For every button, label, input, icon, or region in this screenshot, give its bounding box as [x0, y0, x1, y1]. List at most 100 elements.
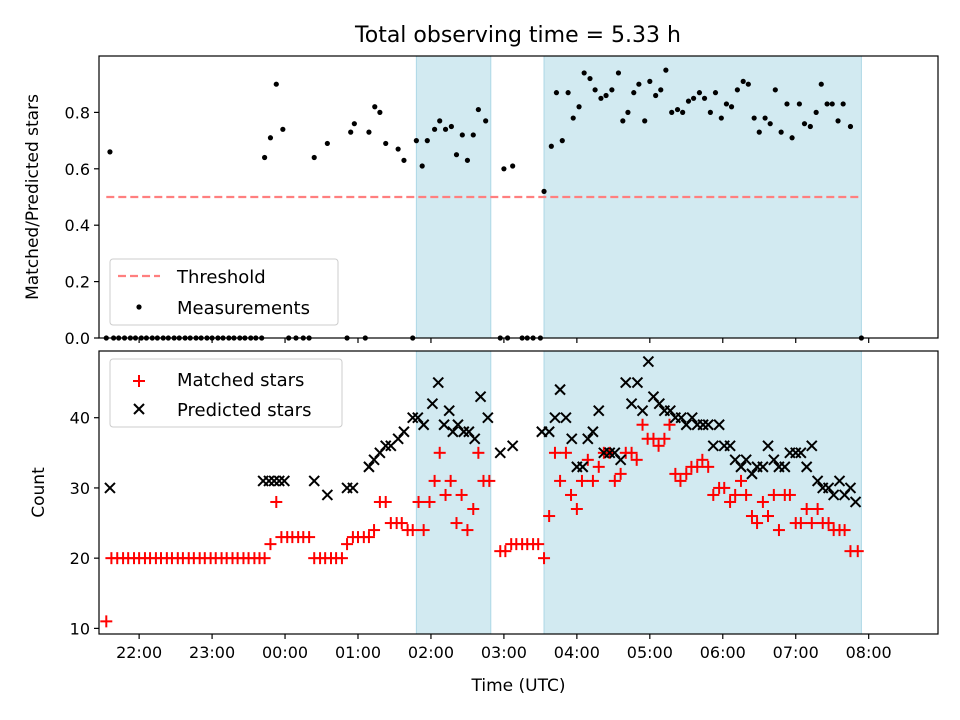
marker-stroke — [363, 461, 375, 473]
predicted-star-marker — [458, 426, 470, 438]
y-tick-label: 0.2 — [65, 273, 90, 292]
x-tick-label: 05:00 — [627, 643, 673, 662]
marker-stroke — [566, 433, 578, 445]
measurement-point — [615, 70, 622, 76]
matched-star-marker — [428, 474, 441, 487]
predicted-star-marker — [779, 461, 791, 473]
matched-star-marker — [379, 495, 392, 508]
measurement-point — [620, 118, 626, 124]
x-tick-label: 02:00 — [408, 643, 454, 662]
measurement-point — [541, 188, 547, 194]
predicted-star-marker — [506, 440, 519, 452]
ratio-y-axis-label: Matched/Predicted stars — [23, 94, 43, 300]
predicted-star-marker — [636, 404, 649, 417]
predicted-star-marker — [790, 447, 802, 459]
measurement-point — [653, 92, 659, 99]
predicted-star-marker — [321, 489, 334, 501]
matched-star-marker — [581, 453, 594, 466]
measurement-point — [262, 154, 268, 161]
measurement-point — [796, 101, 802, 107]
matched-star-marker — [691, 460, 704, 473]
predicted-star-marker — [554, 383, 566, 396]
matched-star-marker — [575, 474, 588, 487]
measurement-point — [740, 78, 746, 84]
matched-star-marker — [762, 510, 775, 523]
matched-star-marker — [652, 439, 665, 452]
marker-stroke — [849, 496, 862, 508]
matched-star-marker — [740, 488, 753, 501]
measurement-point — [603, 92, 609, 99]
measurement-point — [712, 90, 719, 96]
measurement-point — [707, 109, 713, 115]
predicted-star-marker — [707, 440, 720, 452]
predicted-star-marker — [549, 412, 561, 424]
marker-stroke — [321, 489, 334, 501]
marker-stroke — [614, 454, 627, 466]
predicted-star-marker — [104, 482, 116, 494]
marker-stroke — [407, 412, 419, 424]
measurement-point — [636, 81, 642, 87]
matched-star-marker — [100, 615, 113, 628]
matched-star-marker — [586, 474, 599, 487]
measurement-point — [475, 106, 481, 113]
matched-star-marker — [543, 510, 556, 523]
marker-stroke — [686, 412, 698, 424]
measurement-point — [419, 163, 425, 169]
matched-star-marker — [362, 531, 375, 544]
measurement-point — [840, 101, 846, 107]
matched-star-marker — [483, 474, 496, 487]
measurement-point — [801, 121, 808, 127]
marker-stroke — [768, 454, 780, 466]
marker-stroke — [702, 419, 714, 431]
measurement-point — [581, 70, 587, 76]
marker-stroke — [795, 447, 807, 459]
measurement-point — [631, 90, 637, 96]
measurement-point — [745, 81, 751, 87]
measurement-point — [734, 87, 740, 93]
measurement-point — [432, 126, 438, 132]
matched-star-marker — [767, 488, 780, 501]
marker-stroke — [822, 482, 835, 494]
predicted-star-marker — [768, 454, 780, 466]
marker-stroke — [664, 404, 676, 417]
marker-stroke — [713, 419, 725, 431]
marker-stroke — [308, 475, 320, 487]
plot-frame — [98, 350, 939, 635]
predicted-star-marker — [740, 454, 752, 466]
marker-stroke — [790, 447, 802, 459]
matched-star-marker — [554, 474, 567, 487]
matched-star-marker — [696, 453, 709, 466]
matched-legend-swatch — [133, 375, 145, 387]
marker-stroke — [827, 489, 840, 501]
measurement-point — [366, 129, 372, 135]
y-tick-label: 30 — [70, 479, 90, 498]
predicted-star-marker — [407, 412, 419, 424]
matched-star-marker — [718, 481, 731, 494]
matched-star-marker — [625, 446, 638, 459]
predicted-star-marker — [800, 461, 813, 473]
predicted-star-marker — [806, 440, 818, 452]
marker-stroke — [636, 404, 649, 417]
predicted-star-marker — [664, 404, 676, 417]
marker-stroke — [609, 447, 621, 459]
predicted-star-marker — [443, 404, 455, 417]
predicted-star-marker — [347, 482, 359, 494]
matched-star-marker — [467, 503, 480, 516]
y-tick-label: 10 — [70, 619, 90, 638]
marker-stroke — [432, 376, 444, 389]
matched-star-marker — [669, 467, 682, 480]
measurement-point — [598, 95, 604, 101]
measurement-point — [273, 81, 279, 87]
measurement-point — [663, 67, 669, 73]
ratio-axes: 0.0 0.2 0.4 0.6 0.8 — [65, 55, 939, 348]
matched-star-marker — [663, 418, 676, 431]
matched-star-marker — [592, 460, 605, 473]
measurement-point — [680, 109, 686, 115]
matched-star-marker — [461, 524, 474, 537]
marker-stroke — [273, 475, 285, 487]
y-tick-label: 20 — [70, 549, 90, 568]
marker-stroke — [549, 412, 561, 424]
matched-star-marker — [805, 517, 818, 530]
measurement-point — [829, 101, 835, 107]
measurement-point — [483, 118, 489, 124]
